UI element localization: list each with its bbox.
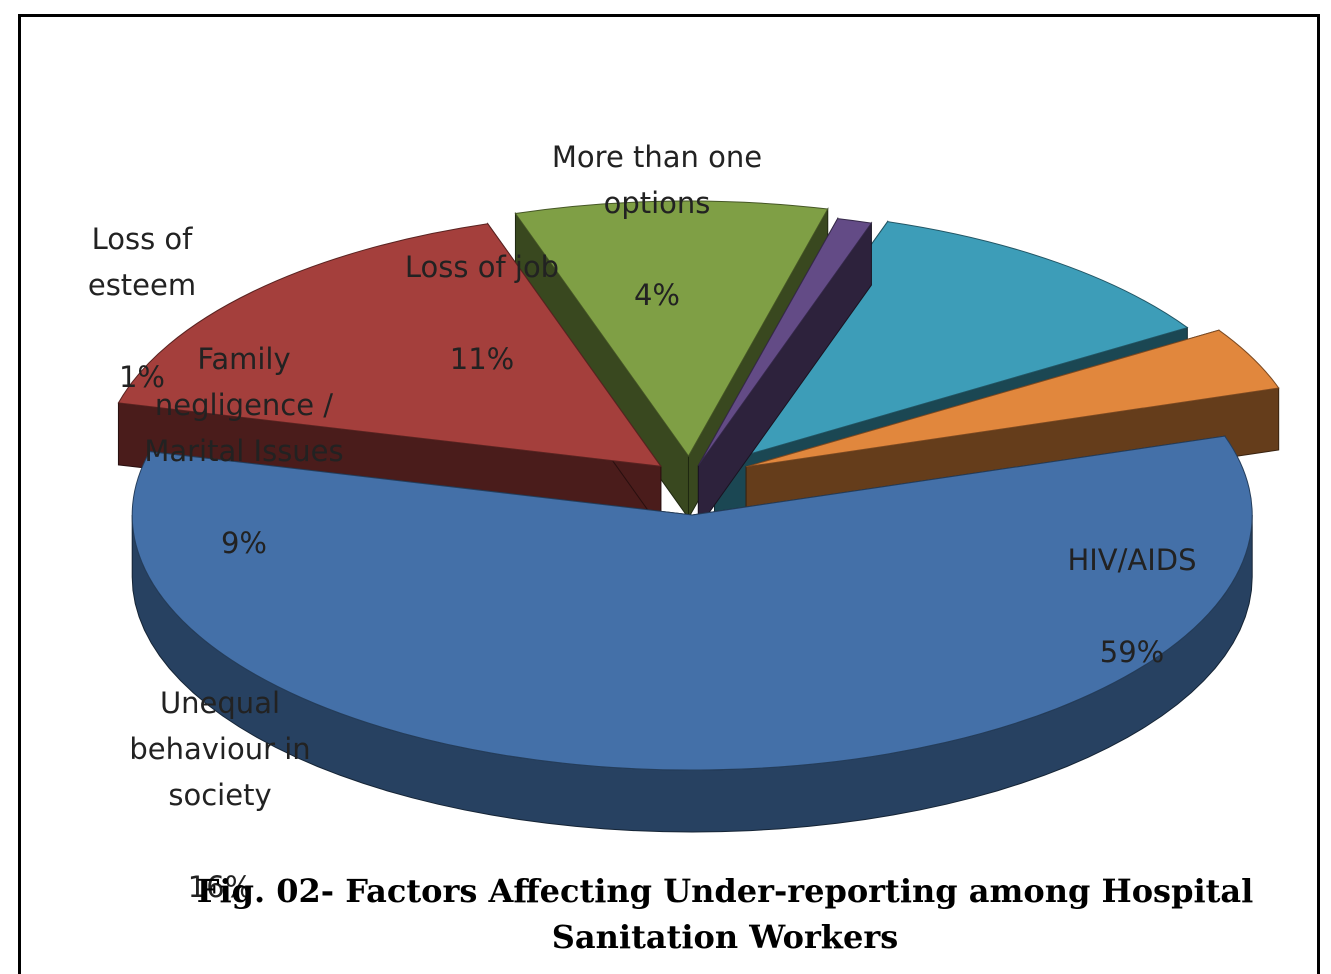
slice-top-unequal-behaviour-in-society [117, 223, 662, 467]
figure-caption: Fig. 02- Factors Affecting Under-reporti… [196, 872, 1254, 956]
slice-top-loss-of-esteem [697, 218, 873, 466]
label-loss-of-job: Loss of job 11% [404, 250, 560, 376]
slice-top-loss-of-job [713, 221, 1189, 466]
slice-top-hiv-aids [131, 435, 1253, 771]
slice-loss-of-esteem [697, 216, 873, 530]
slice-unequal-behaviour-in-society [117, 222, 662, 530]
slice-top-family-negligence-marital-issues [514, 200, 829, 457]
slice-hiv-aids [131, 435, 1253, 833]
figure-frame [18, 14, 1320, 974]
slice-top-more-than-one-options [745, 329, 1280, 468]
label-loss-of-esteem: Loss of esteem 1% [87, 222, 197, 394]
label-unequal-behaviour: Unequal behaviour in society 16% [129, 686, 311, 904]
label-family-negligence: Family negligence / Marital Issues 9% [144, 342, 344, 560]
pie-slices [117, 200, 1280, 833]
label-more-than-one: More than one options 4% [551, 140, 763, 312]
label-hiv-aids: HIV/AIDS 59% [1067, 543, 1197, 669]
